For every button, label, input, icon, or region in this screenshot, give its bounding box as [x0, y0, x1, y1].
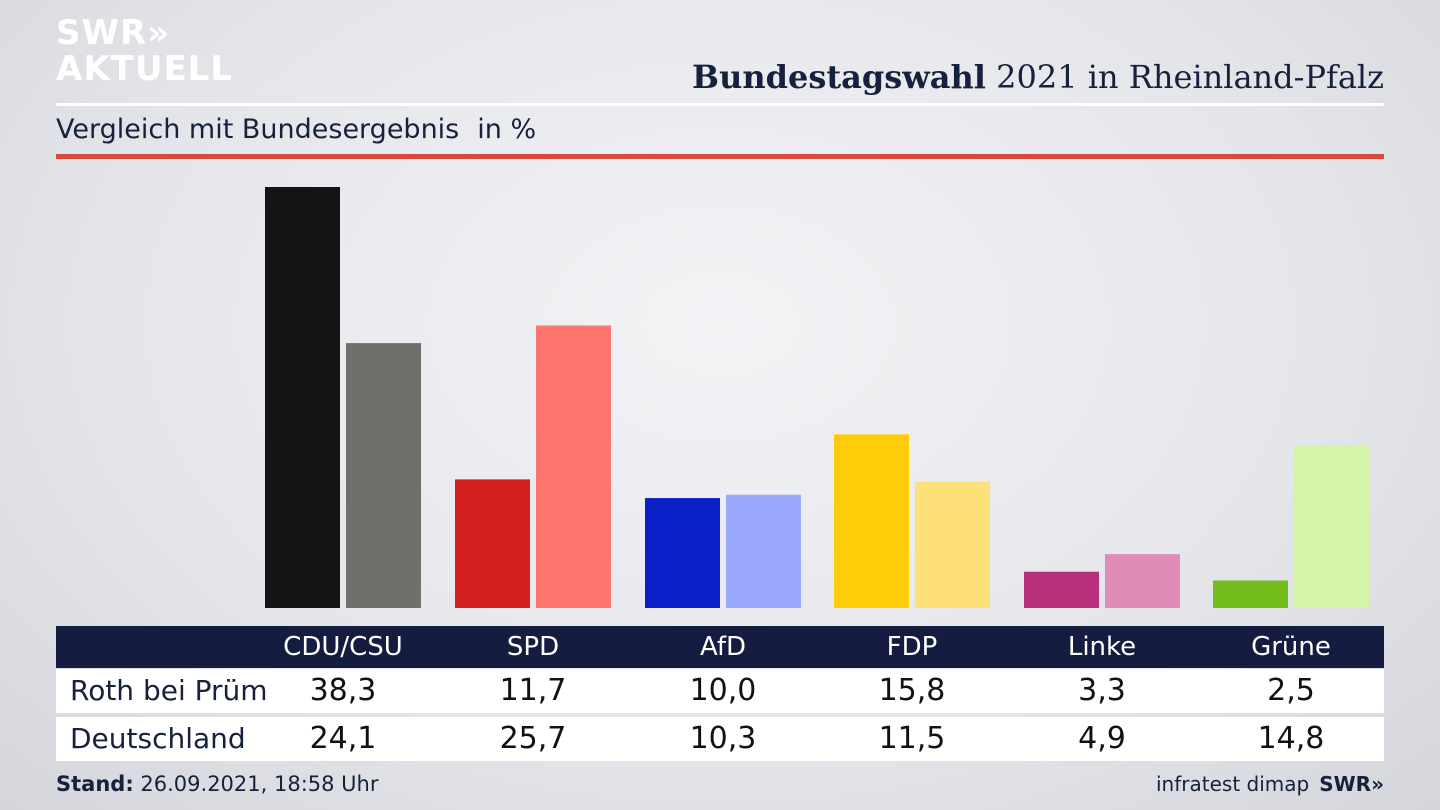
- column-header: Grüne: [1251, 632, 1331, 662]
- bar-spd-deutschland: [536, 325, 611, 608]
- stand-label: Stand:: [56, 772, 134, 796]
- table-row-deutschland: Deutschland 24,1 25,7 10,3 11,5 4,9 14,8: [56, 717, 1384, 761]
- bar-fdp-deutschland: [915, 481, 990, 608]
- bar-cducsu-deutschland: [346, 343, 421, 608]
- value-cell: 3,3: [1078, 673, 1126, 708]
- chart-title: Bundestagswahl 2021 in Rheinland-Pfalz: [692, 58, 1384, 96]
- logo-line-1: SWR»: [56, 13, 171, 53]
- value-cell: 10,3: [689, 721, 757, 756]
- column-header: SPD: [506, 632, 560, 662]
- value-cell: 25,7: [499, 721, 567, 756]
- bar-afd-deutschland: [726, 494, 801, 608]
- subtitle-divider: [56, 154, 1384, 159]
- bar-grne-deutschland: [1294, 445, 1369, 608]
- bar-fdp-roth-bei-pruem: [834, 434, 909, 608]
- bar-linke-roth-bei-pruem: [1024, 571, 1099, 608]
- row-label: Roth bei Prüm: [70, 674, 268, 707]
- value-cell: 11,5: [878, 721, 946, 756]
- value-cell: 15,8: [878, 673, 946, 708]
- logo-line-2: AKTUELL: [56, 49, 234, 89]
- chart-title-bold: Bundestagswahl: [692, 58, 986, 96]
- column-header: Linke: [1067, 632, 1137, 662]
- subtitle-text: Vergleich mit Bundesergebnis: [56, 114, 460, 145]
- chart-subtitle: Vergleich mit Bundesergebnis in %: [56, 114, 536, 145]
- table-row-roth-bei-pruem: Roth bei Prüm 38,3 11,7 10,0 15,8 3,3 2,5: [56, 669, 1384, 713]
- column-header: FDP: [886, 632, 938, 662]
- subtitle-unit: in %: [477, 114, 537, 145]
- value-cell: 4,9: [1078, 721, 1126, 756]
- value-cell: 10,0: [689, 673, 757, 708]
- source-name: infratest dimap: [1156, 772, 1310, 796]
- swr-brand-logo: SWR»: [1319, 772, 1384, 796]
- value-cell: 14,8: [1257, 721, 1325, 756]
- value-cell: 2,5: [1267, 673, 1315, 708]
- bar-grne-roth-bei-pruem: [1213, 580, 1288, 608]
- bar-linke-deutschland: [1105, 554, 1180, 608]
- source-credit: infratest dimap SWR»: [1156, 772, 1384, 796]
- value-cell: 11,7: [499, 673, 567, 708]
- value-cell: 38,3: [309, 673, 377, 708]
- title-divider: [56, 103, 1384, 106]
- bar-cducsu-roth-bei-pruem: [265, 187, 340, 608]
- bar-spd-roth-bei-pruem: [455, 479, 530, 608]
- table-header-row: CDU/CSU SPD AfD FDP Linke Grüne: [56, 626, 1384, 668]
- bar-afd-roth-bei-pruem: [645, 498, 720, 608]
- value-cell: 24,1: [309, 721, 377, 756]
- stand-value: 26.09.2021, 18:58 Uhr: [133, 772, 379, 796]
- timestamp: Stand: 26.09.2021, 18:58 Uhr: [56, 772, 379, 796]
- swr-aktuell-logo: SWR» AKTUELL: [56, 16, 233, 86]
- column-header: CDU/CSU: [283, 632, 403, 662]
- column-header: AfD: [699, 632, 747, 662]
- row-label: Deutschland: [70, 722, 246, 755]
- chart-title-rest: 2021 in Rheinland-Pfalz: [985, 58, 1384, 96]
